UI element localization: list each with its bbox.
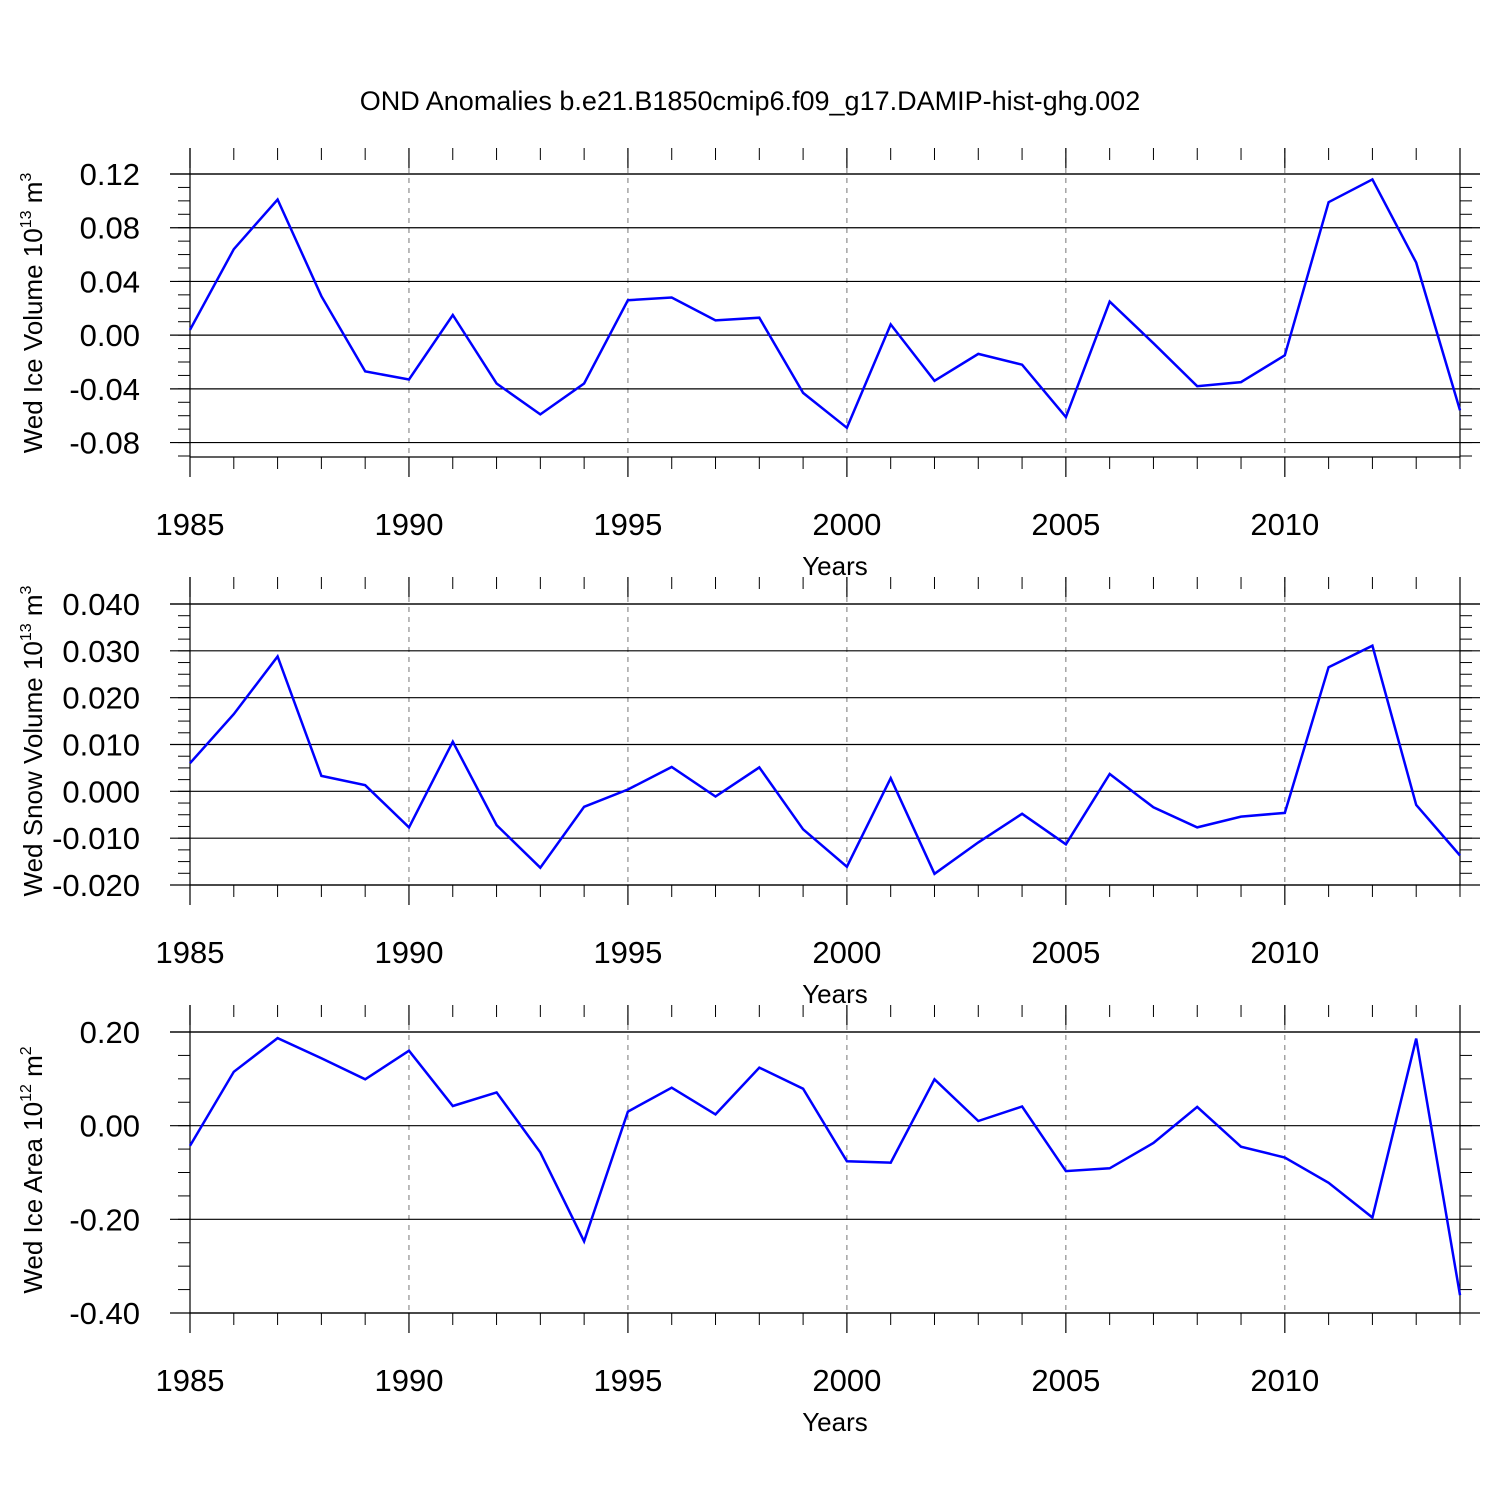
- panel-2: 1985 1990 1995 2000 2005 2010 Years 0.040 0.030 0…: [18, 577, 1480, 1009]
- y-tick-label: 0.040: [62, 587, 140, 622]
- y-tick-label: -0.40: [69, 1296, 140, 1331]
- y-label-unit: m: [18, 594, 48, 623]
- y-tick-label: 0.04: [80, 264, 140, 299]
- x-tick-label: 1995: [593, 507, 662, 542]
- y-tick-label: -0.20: [69, 1202, 140, 1237]
- y-tick-label: 0.00: [80, 1109, 140, 1144]
- x-tick-label: 1995: [593, 1363, 662, 1398]
- x-tick-label: 1985: [156, 935, 225, 970]
- x-tick-label: 2010: [1250, 935, 1319, 970]
- series-line: [188, 1036, 1462, 1296]
- y-tick-label: 0.030: [62, 634, 140, 669]
- x-tick-label: 2010: [1250, 1363, 1319, 1398]
- x-tick-label: 1990: [374, 935, 443, 970]
- y-axis-label: Wed Snow Volume 1013 m3: [18, 585, 48, 896]
- x-tick-label: 2005: [1031, 1363, 1100, 1398]
- series-line: [189, 643, 1461, 876]
- series-line: [188, 177, 1462, 430]
- y-label-unit-exp: 2: [18, 1046, 35, 1055]
- y-tick-label: -0.04: [69, 372, 140, 407]
- y-tick-label: 0.020: [62, 681, 140, 716]
- y-label-exp: 13: [18, 623, 35, 641]
- y-label-unit-exp: 3: [18, 585, 35, 594]
- x-axis-label: Years: [802, 551, 868, 581]
- y-label-text: Wed Ice Area 10: [18, 1102, 48, 1294]
- y-label-exp: 13: [18, 210, 35, 228]
- x-tick-label: 1990: [374, 507, 443, 542]
- y-axis-label: Wed Ice Volume 1013 m3: [18, 173, 48, 454]
- y-axis-label: Wed Ice Area 1012 m2: [18, 1046, 48, 1293]
- y-tick-label: 0.00: [80, 318, 140, 353]
- y-label-unit: m: [18, 182, 48, 211]
- x-tick-label: 1995: [593, 935, 662, 970]
- y-label-text: Wed Ice Volume 10: [18, 228, 48, 453]
- y-tick-label: 0.12: [80, 157, 140, 192]
- x-axis-label: Years: [802, 1407, 868, 1437]
- y-label-unit-exp: 3: [18, 173, 35, 182]
- x-tick-label: 2005: [1031, 507, 1100, 542]
- y-label-unit: m: [18, 1055, 48, 1084]
- x-tick-label: 1985: [156, 1363, 225, 1398]
- y-tick-label: -0.08: [69, 426, 140, 461]
- y-label-text: Wed Snow Volume 10: [18, 641, 48, 896]
- panel-3: 1985 1990 1995 2000 2005 2010 Years 0.20 0.00 -0.…: [18, 1005, 1480, 1437]
- x-tick-label: 2000: [812, 507, 881, 542]
- y-tick-label: 0.010: [62, 728, 140, 763]
- x-axis-label: Years: [802, 979, 868, 1009]
- y-label-exp: 12: [18, 1084, 35, 1102]
- y-tick-label: -0.020: [52, 868, 140, 903]
- y-tick-label: 0.20: [80, 1015, 140, 1050]
- y-tick-label: -0.010: [52, 821, 140, 856]
- x-tick-label: 2010: [1250, 507, 1319, 542]
- y-tick-label: 0.000: [62, 774, 140, 809]
- x-tick-label: 1990: [374, 1363, 443, 1398]
- panel-1: 1985 1990 1995 2000 2005 2010 Years 0.12 0.08 0.0…: [18, 148, 1480, 581]
- y-tick-label: 0.08: [80, 211, 140, 246]
- x-tick-label: 1985: [156, 507, 225, 542]
- x-tick-label: 2005: [1031, 935, 1100, 970]
- chart-title: OND Anomalies b.e21.B1850cmip6.f09_g17.D…: [360, 86, 1140, 116]
- x-tick-label: 2000: [812, 1363, 881, 1398]
- x-tick-label: 2000: [812, 935, 881, 970]
